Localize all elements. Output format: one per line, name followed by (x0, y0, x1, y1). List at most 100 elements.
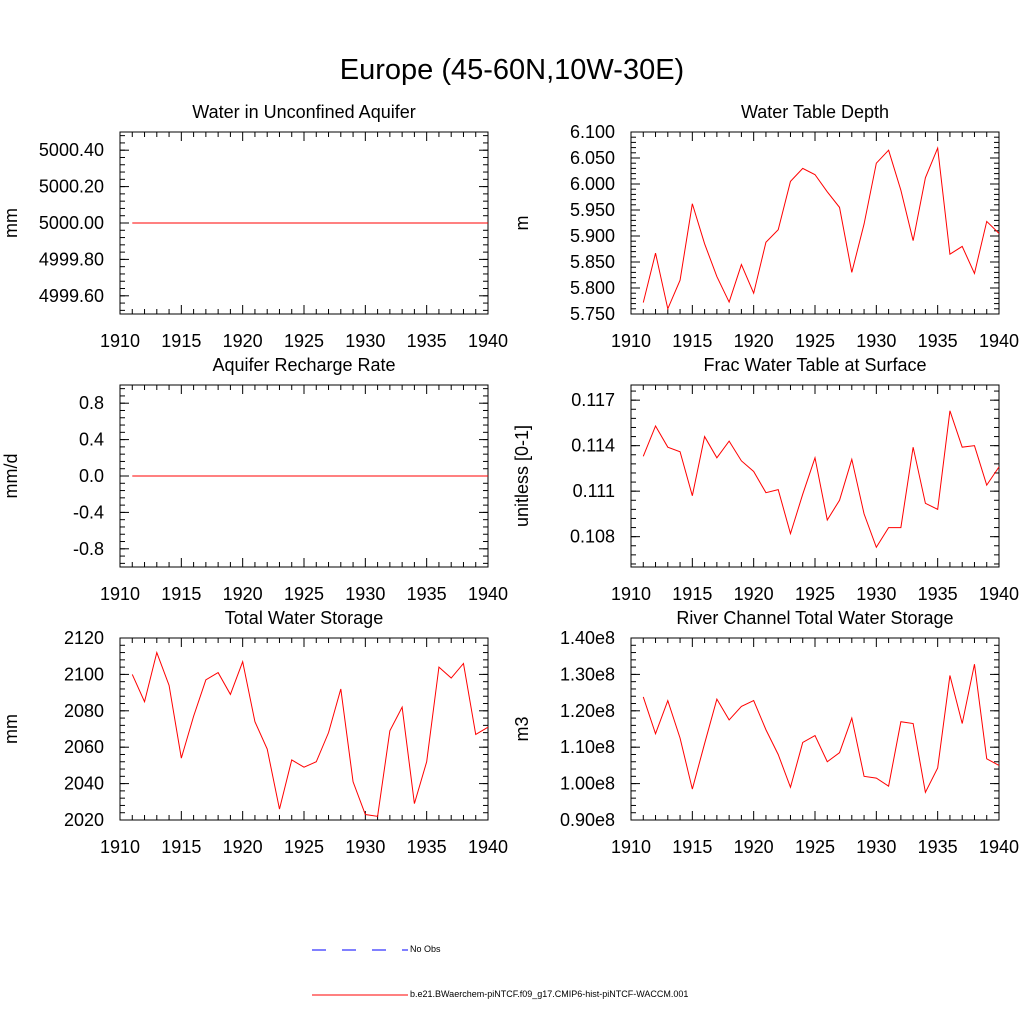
series-line (131, 650, 489, 817)
y-tick-label: 1.30e8 (560, 664, 615, 684)
y-axis-label: m3 (512, 716, 532, 741)
x-tick-label: 1925 (795, 331, 835, 351)
y-tick-label: 0.8 (79, 393, 104, 413)
chart-title: Water Table Depth (741, 102, 889, 122)
x-tick-label: 1940 (468, 584, 508, 604)
chart-panel-1: Water in Unconfined Aquifer mm 1910 1915 192… (1, 102, 508, 351)
y-tick-label: 0.4 (79, 430, 104, 450)
x-tick-label: 1925 (795, 837, 835, 857)
y-tick-label: 0.108 (570, 527, 615, 547)
y-axis-label: mm (1, 714, 21, 744)
chart-title: Frac Water Table at Surface (703, 355, 926, 375)
x-tick-label: 1925 (284, 584, 324, 604)
y-tick-label: -0.4 (73, 502, 104, 522)
series-line (642, 410, 1000, 549)
x-tick-label: 1940 (979, 331, 1019, 351)
x-tick-label: 1915 (672, 584, 712, 604)
x-tick-label: 1935 (918, 584, 958, 604)
y-tick-label: 0.111 (573, 481, 615, 501)
y-tick-label: 5000.00 (39, 213, 104, 233)
x-tick-label: 1910 (611, 837, 651, 857)
y-axis-label: mm (1, 208, 21, 238)
page-title: Europe (45-60N,10W-30E) (339, 54, 685, 86)
y-tick-label: 5.850 (570, 252, 615, 272)
x-tick-label: 1935 (918, 331, 958, 351)
x-tick-label: 1920 (223, 584, 263, 604)
x-tick-label: 1920 (223, 837, 263, 857)
y-axis-label: unitless [0-1] (512, 425, 532, 527)
x-tick-label: 1940 (468, 331, 508, 351)
y-tick-label: 0.117 (571, 390, 615, 410)
x-tick-label: 1930 (856, 331, 896, 351)
y-tick-label: 6.100 (570, 122, 615, 142)
chart-panel-3: Aquifer Recharge Rate mm/d 1910 1915 1920 192… (1, 355, 508, 604)
x-tick-label: 1930 (856, 837, 896, 857)
y-tick-label: 5.750 (570, 304, 615, 324)
y-tick-label: 1.20e8 (560, 701, 615, 721)
x-tick-label: 1940 (979, 584, 1019, 604)
x-tick-label: 1935 (407, 837, 447, 857)
x-tick-label: 1935 (407, 584, 447, 604)
x-tick-label: 1910 (100, 584, 140, 604)
x-tick-label: 1915 (161, 837, 201, 857)
x-tick-label: 1920 (223, 331, 263, 351)
y-tick-label: 2040 (64, 774, 104, 794)
y-tick-label: 4999.60 (39, 286, 104, 306)
y-tick-label: 5000.20 (39, 177, 104, 197)
y-tick-label: 0.114 (571, 436, 615, 456)
y-tick-label: 2080 (64, 701, 104, 721)
y-tick-label: 1.10e8 (560, 737, 615, 757)
y-tick-label: 2120 (64, 628, 104, 648)
y-tick-label: 1.00e8 (560, 774, 615, 794)
plot-frame (630, 384, 1000, 568)
plot-frame (630, 131, 1000, 315)
legend-obs-line (312, 949, 408, 951)
x-tick-label: 1940 (979, 837, 1019, 857)
series-line (642, 664, 1000, 794)
y-tick-label: 2020 (64, 810, 104, 830)
legend-model-line (312, 994, 408, 996)
y-tick-label: 0.0 (79, 466, 104, 486)
chart-panel-4: Frac Water Table at Surface unitless [0-1… (512, 355, 1019, 604)
y-tick-label: 5.800 (570, 278, 615, 298)
x-tick-label: 1935 (918, 837, 958, 857)
plot-frame (119, 637, 489, 821)
chart-title: River Channel Total Water Storage (676, 608, 953, 628)
x-tick-label: 1935 (407, 331, 447, 351)
x-tick-label: 1940 (468, 837, 508, 857)
y-tick-label: 5000.40 (39, 140, 104, 160)
legend-obs-label: No Obs (410, 944, 441, 954)
x-tick-label: 1915 (672, 331, 712, 351)
x-tick-label: 1920 (734, 584, 774, 604)
y-tick-label: -0.8 (73, 539, 104, 559)
x-tick-label: 1915 (161, 584, 201, 604)
y-tick-label: 1.40e8 (560, 628, 615, 648)
y-tick-label: 6.050 (570, 148, 615, 168)
x-tick-label: 1910 (100, 837, 140, 857)
y-axis-label: m (512, 216, 532, 231)
x-tick-label: 1930 (345, 331, 385, 351)
x-tick-label: 1925 (795, 584, 835, 604)
x-tick-label: 1910 (100, 331, 140, 351)
chart-panel-2: Water Table Depth m 1910 1915 1920 1925 1930 19… (512, 102, 1019, 351)
y-tick-label: 5.900 (570, 226, 615, 246)
chart-title: Aquifer Recharge Rate (212, 355, 395, 375)
y-axis-label: mm/d (1, 454, 21, 499)
y-tick-label: 5.950 (570, 200, 615, 220)
y-tick-label: 2100 (64, 664, 104, 684)
x-tick-label: 1930 (856, 584, 896, 604)
chart-title: Water in Unconfined Aquifer (192, 102, 415, 122)
x-tick-label: 1915 (161, 331, 201, 351)
y-tick-label: 0.90e8 (560, 810, 615, 830)
x-tick-label: 1930 (345, 584, 385, 604)
x-tick-label: 1920 (734, 837, 774, 857)
chart-title: Total Water Storage (225, 608, 383, 628)
y-tick-label: 4999.80 (39, 249, 104, 269)
x-tick-label: 1925 (284, 331, 324, 351)
x-tick-label: 1915 (672, 837, 712, 857)
x-tick-label: 1930 (345, 837, 385, 857)
chart-panel-5: Total Water Storage mm 1910 1915 1920 1925 193… (1, 608, 508, 857)
legend-model-label: b.e21.BWaerchem-piNTCF.f09_g17.CMIP6-his… (410, 989, 689, 999)
x-tick-label: 1920 (734, 331, 774, 351)
